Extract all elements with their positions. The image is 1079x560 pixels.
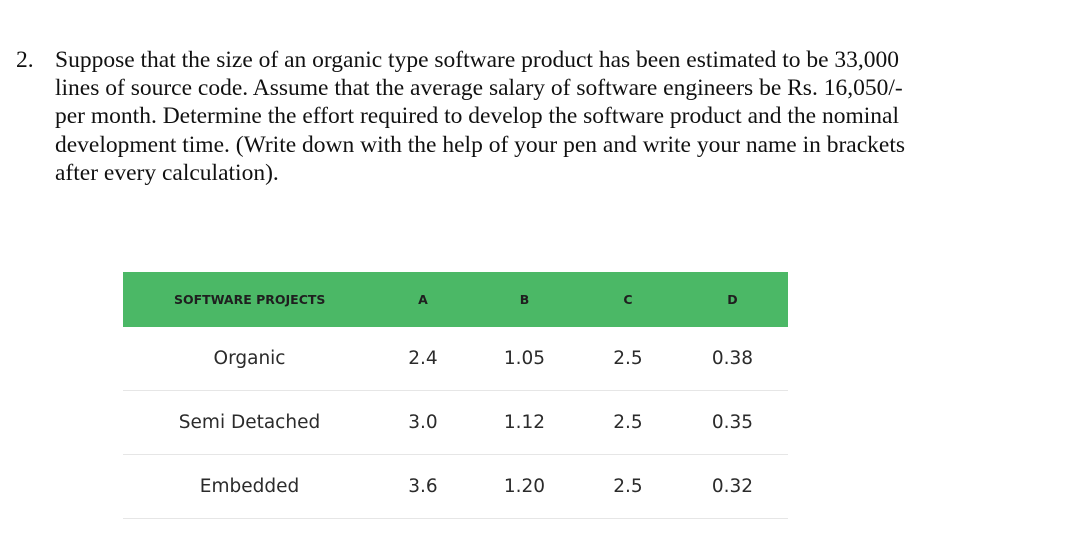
header-software-projects: SOFTWARE PROJECTS bbox=[123, 272, 376, 327]
question-text: Suppose that the size of an organic type… bbox=[55, 46, 976, 187]
question-line: after every calculation). bbox=[55, 159, 279, 186]
table-row: Organic 2.4 1.05 2.5 0.38 bbox=[123, 327, 788, 391]
header-c: C bbox=[579, 272, 677, 327]
cell-b: 1.12 bbox=[470, 390, 579, 455]
cell-a: 3.0 bbox=[376, 390, 470, 455]
cell-b: 1.20 bbox=[470, 454, 579, 519]
cell-d: 0.35 bbox=[677, 390, 788, 455]
cell-project-type: Embedded bbox=[123, 454, 376, 519]
header-d: D bbox=[677, 272, 788, 327]
question-line: development time. (Write down with the h… bbox=[55, 131, 906, 158]
question-block: 2. Suppose that the size of an organic t… bbox=[16, 46, 976, 187]
question-line: per month. Determine the effort required… bbox=[55, 103, 899, 130]
table-row: Semi Detached 3.0 1.12 2.5 0.35 bbox=[123, 390, 788, 455]
question-line: Suppose that the size of an organic type… bbox=[55, 47, 900, 73]
question-line: lines of source code. Assume that the av… bbox=[55, 75, 903, 102]
header-a: A bbox=[376, 272, 470, 327]
header-b: B bbox=[470, 272, 579, 327]
table-row: Embedded 3.6 1.20 2.5 0.32 bbox=[123, 454, 788, 519]
cell-b: 1.05 bbox=[470, 327, 579, 391]
cell-a: 2.4 bbox=[376, 327, 470, 391]
cell-c: 2.5 bbox=[579, 454, 677, 519]
cell-project-type: Organic bbox=[123, 327, 376, 391]
cell-d: 0.38 bbox=[677, 327, 788, 391]
cell-c: 2.5 bbox=[579, 390, 677, 455]
table-header-row: SOFTWARE PROJECTS A B C D bbox=[123, 272, 788, 327]
cell-project-type: Semi Detached bbox=[123, 390, 376, 455]
cocomo-coefficients-table: SOFTWARE PROJECTS A B C D Organic 2.4 1.… bbox=[123, 272, 788, 519]
cell-c: 2.5 bbox=[579, 327, 677, 391]
question-number: 2. bbox=[16, 47, 34, 73]
cell-d: 0.32 bbox=[677, 454, 788, 519]
cell-a: 3.6 bbox=[376, 454, 470, 519]
